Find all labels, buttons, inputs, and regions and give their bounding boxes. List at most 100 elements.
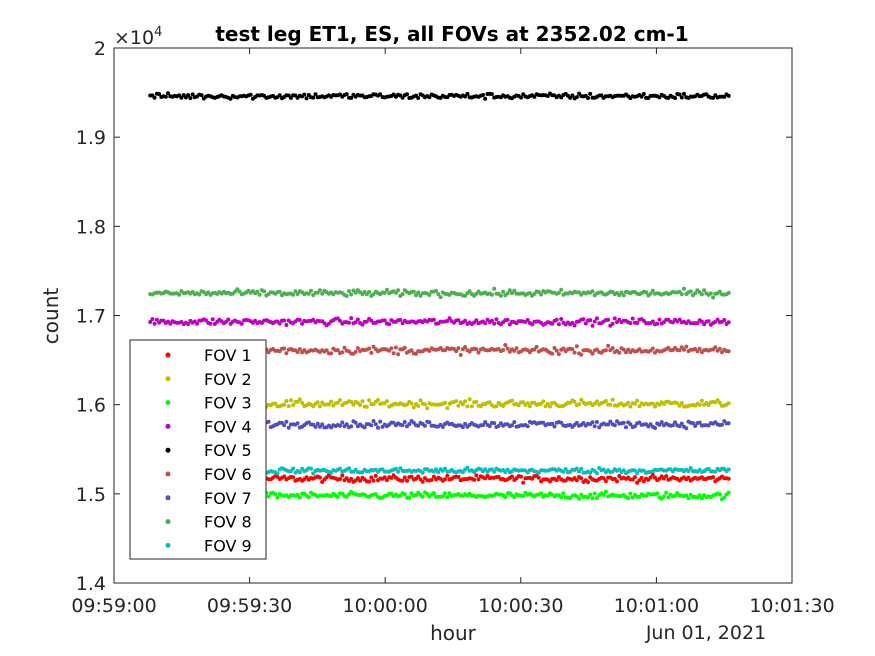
data-point	[603, 489, 608, 494]
data-point	[282, 423, 287, 428]
data-point	[570, 93, 575, 98]
data-point	[726, 320, 731, 325]
data-point	[556, 352, 561, 357]
data-point	[617, 293, 622, 298]
data-point	[150, 317, 155, 322]
data-point	[601, 492, 606, 497]
data-point	[407, 495, 412, 500]
data-point	[610, 397, 615, 402]
data-point	[594, 471, 599, 476]
data-point	[188, 96, 193, 101]
legend-label: FOV 4	[204, 417, 252, 436]
data-point	[445, 319, 450, 323]
data-point	[389, 475, 394, 480]
data-point	[284, 419, 289, 424]
data-point	[373, 422, 378, 427]
data-point	[650, 472, 655, 477]
data-point	[722, 318, 727, 322]
legend-marker	[165, 519, 171, 525]
x-tick-label: 10:01:30	[749, 595, 834, 617]
data-point	[525, 318, 530, 322]
data-point	[521, 480, 526, 485]
data-point	[295, 421, 300, 426]
data-point	[311, 471, 316, 476]
data-point	[530, 322, 535, 327]
data-point	[639, 475, 644, 480]
data-point	[425, 491, 430, 496]
data-point	[358, 403, 363, 407]
data-point	[282, 474, 287, 479]
data-point	[277, 321, 282, 326]
data-point	[400, 292, 405, 297]
data-point	[266, 419, 271, 424]
data-point	[536, 475, 541, 480]
data-point	[420, 479, 425, 484]
data-point	[632, 468, 637, 473]
data-point	[275, 471, 280, 476]
data-point	[376, 398, 380, 402]
data-point	[588, 492, 593, 497]
data-point	[344, 476, 349, 481]
data-point	[407, 422, 412, 427]
data-point	[391, 351, 396, 356]
data-point	[487, 400, 492, 405]
data-point	[501, 289, 506, 294]
data-point	[713, 469, 718, 474]
data-point	[574, 344, 579, 349]
data-point	[624, 425, 628, 430]
data-point	[443, 491, 447, 496]
data-point	[152, 321, 157, 326]
data-point	[581, 421, 586, 425]
data-point	[400, 423, 405, 428]
data-point	[512, 348, 517, 353]
data-point	[530, 476, 535, 481]
data-point	[347, 320, 351, 325]
data-point	[525, 424, 530, 429]
data-point	[626, 347, 631, 352]
data-point	[338, 466, 342, 471]
data-point	[154, 317, 159, 322]
data-point	[340, 350, 345, 355]
data-point	[682, 286, 686, 291]
data-point	[699, 398, 704, 403]
data-point	[510, 423, 514, 428]
data-point	[436, 292, 441, 297]
legend-marker	[165, 423, 171, 429]
legend-label: FOV 8	[204, 513, 252, 532]
data-point	[706, 319, 711, 324]
data-point	[389, 491, 394, 496]
data-point	[650, 319, 655, 324]
data-point	[320, 422, 325, 427]
data-point	[697, 420, 702, 425]
data-point	[548, 404, 552, 409]
data-point	[512, 495, 517, 500]
data-point	[416, 290, 421, 295]
data-point	[443, 466, 447, 471]
data-point	[579, 466, 584, 471]
data-point	[297, 397, 302, 402]
data-point	[443, 477, 447, 482]
data-point	[699, 496, 704, 501]
data-point	[411, 405, 416, 410]
data-point	[612, 316, 617, 321]
legend-label: FOV 3	[204, 394, 252, 413]
data-point	[317, 288, 322, 293]
data-point	[561, 346, 566, 351]
data-point	[340, 473, 345, 478]
data-point	[586, 96, 590, 100]
data-point	[586, 480, 590, 485]
data-point	[617, 350, 622, 355]
data-point	[465, 91, 470, 96]
data-point	[440, 425, 445, 429]
data-point	[295, 492, 300, 497]
data-point	[416, 403, 421, 408]
data-point	[632, 475, 637, 480]
data-point	[489, 318, 494, 323]
data-point	[398, 317, 403, 322]
data-point	[688, 466, 693, 471]
data-point	[360, 399, 365, 404]
data-point	[641, 92, 646, 96]
legend-label: FOV 1	[204, 346, 252, 365]
data-point	[592, 319, 597, 324]
data-point	[525, 401, 530, 406]
